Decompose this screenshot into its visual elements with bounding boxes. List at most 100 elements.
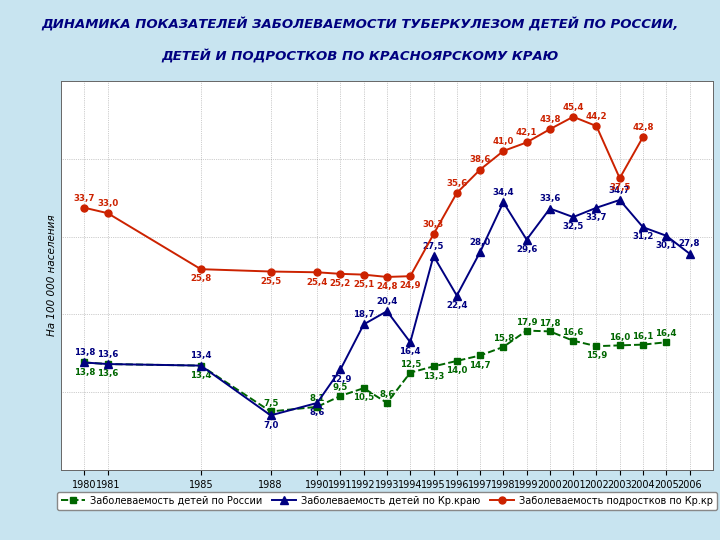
- Text: 24,8: 24,8: [377, 282, 397, 291]
- Заболеваемость детей по Кр.краю: [336, 366, 345, 373]
- Text: ДИНАМИКА ПОКАЗАТЕЛЕЙ ЗАБОЛЕВАЕМОСТИ ТУБЕРКУЛЕЗОМ ДЕТЕЙ ПО РОССИИ,: ДИНАМИКА ПОКАЗАТЕЛЕЙ ЗАБОЛЕВАЕМОСТИ ТУБЕ…: [41, 16, 679, 30]
- Заболеваемость детей по России: [104, 361, 112, 367]
- Заболеваемость детей по России: [452, 357, 461, 364]
- Заболеваемость детей по России: [197, 362, 205, 369]
- Text: 27,5: 27,5: [423, 242, 444, 251]
- Text: 8,1: 8,1: [310, 394, 325, 403]
- Text: 41,0: 41,0: [492, 137, 514, 146]
- Text: 42,8: 42,8: [632, 123, 654, 132]
- Text: 30,3: 30,3: [423, 220, 444, 229]
- Line: Заболеваемость подростков по Кр.кр: Заболеваемость подростков по Кр.кр: [81, 113, 647, 280]
- Text: 25,1: 25,1: [353, 280, 374, 289]
- Заболеваемость детей по России: [382, 400, 391, 406]
- Text: 16,6: 16,6: [562, 328, 584, 337]
- Text: 9,5: 9,5: [333, 383, 348, 392]
- Заболеваемость детей по России: [592, 343, 600, 349]
- Text: 12,5: 12,5: [400, 360, 421, 369]
- Заболеваемость подростков по Кр.кр: [546, 126, 554, 132]
- Text: 25,2: 25,2: [330, 279, 351, 288]
- Text: 28,0: 28,0: [469, 238, 491, 247]
- Text: 22,4: 22,4: [446, 301, 467, 310]
- Text: 17,9: 17,9: [516, 318, 537, 327]
- Text: 17,8: 17,8: [539, 319, 561, 328]
- Text: 13,8: 13,8: [73, 368, 95, 377]
- Text: 37,5: 37,5: [609, 184, 631, 192]
- Заболеваемость подростков по Кр.кр: [197, 266, 205, 272]
- Заболеваемость подростков по Кр.кр: [429, 231, 438, 238]
- Заболеваемость подростков по Кр.кр: [639, 134, 647, 140]
- Text: 16,4: 16,4: [655, 329, 677, 339]
- Text: 13,4: 13,4: [190, 352, 212, 360]
- Заболеваемость детей по России: [476, 352, 485, 359]
- Заболеваемость подростков по Кр.кр: [104, 210, 112, 217]
- Заболеваемость подростков по Кр.кр: [313, 269, 322, 275]
- Text: 38,6: 38,6: [469, 156, 491, 164]
- Text: 34,7: 34,7: [609, 186, 631, 195]
- Text: 44,2: 44,2: [585, 112, 607, 121]
- Заболеваемость детей по России: [80, 359, 89, 366]
- Заболеваемость детей по России: [639, 341, 647, 348]
- Заболеваемость подростков по Кр.кр: [616, 175, 624, 181]
- Text: ДЕТЕЙ И ПОДРОСТКОВ ПО КРАСНОЯРСКОМУ КРАЮ: ДЕТЕЙ И ПОДРОСТКОВ ПО КРАСНОЯРСКОМУ КРАЮ: [161, 49, 559, 63]
- Text: 7,5: 7,5: [263, 399, 279, 408]
- Text: 43,8: 43,8: [539, 115, 561, 124]
- Заболеваемость подростков по Кр.кр: [499, 148, 508, 154]
- Заболеваемость детей по России: [546, 328, 554, 335]
- Text: 8,6: 8,6: [379, 390, 395, 399]
- Заболеваемость детей по России: [429, 363, 438, 369]
- Заболеваемость подростков по Кр.кр: [476, 166, 485, 173]
- Text: 45,4: 45,4: [562, 103, 584, 112]
- Заболеваемость подростков по Кр.кр: [522, 139, 531, 146]
- Заболеваемость детей по России: [266, 408, 275, 415]
- Заболеваемость подростков по Кр.кр: [80, 205, 89, 211]
- Text: 18,7: 18,7: [353, 310, 374, 319]
- Text: 16,1: 16,1: [632, 332, 654, 341]
- Text: 25,5: 25,5: [260, 276, 282, 286]
- Text: 12,9: 12,9: [330, 375, 351, 384]
- Заболеваемость детей по России: [406, 369, 415, 376]
- Text: 34,4: 34,4: [492, 188, 514, 197]
- Legend: Заболеваемость детей по России, Заболеваемость детей по Кр.краю, Заболеваемость : Заболеваемость детей по России, Заболева…: [57, 492, 717, 510]
- Text: 13,6: 13,6: [97, 350, 118, 359]
- Заболеваемость детей по Кр.краю: [359, 321, 368, 328]
- Text: 30,1: 30,1: [656, 241, 677, 250]
- Line: Заболеваемость детей по Кр.краю: Заболеваемость детей по Кр.краю: [81, 196, 693, 420]
- Text: 25,8: 25,8: [190, 274, 212, 284]
- Заболеваемость детей по Кр.краю: [546, 205, 554, 212]
- Заболеваемость детей по России: [499, 343, 508, 350]
- Заболеваемость детей по Кр.краю: [639, 224, 647, 231]
- Text: 32,5: 32,5: [562, 222, 584, 231]
- Заболеваемость подростков по Кр.кр: [266, 268, 275, 275]
- Text: 27,8: 27,8: [679, 239, 701, 248]
- Заболеваемость детей по Кр.краю: [104, 361, 112, 367]
- Заболеваемость подростков по Кр.кр: [382, 274, 391, 280]
- Text: 10,5: 10,5: [354, 393, 374, 402]
- Заболеваемость детей по Кр.краю: [452, 292, 461, 299]
- Text: 16,4: 16,4: [400, 348, 421, 356]
- Text: 13,8: 13,8: [73, 348, 95, 357]
- Text: 33,6: 33,6: [539, 194, 561, 203]
- Text: 33,7: 33,7: [73, 193, 95, 202]
- Заболеваемость детей по Кр.краю: [406, 339, 415, 346]
- Text: 25,4: 25,4: [307, 278, 328, 287]
- Заболеваемость детей по России: [359, 385, 368, 392]
- Text: 29,6: 29,6: [516, 245, 537, 254]
- Text: 13,6: 13,6: [97, 369, 118, 378]
- Text: 13,4: 13,4: [190, 371, 212, 380]
- Text: 14,0: 14,0: [446, 366, 467, 375]
- Заболеваемость детей по России: [313, 403, 322, 410]
- Заболеваемость детей по Кр.краю: [197, 362, 205, 369]
- Заболеваемость подростков по Кр.кр: [592, 123, 600, 130]
- Заболеваемость детей по Кр.краю: [685, 251, 694, 257]
- Text: 14,7: 14,7: [469, 361, 491, 370]
- Заболеваемость детей по Кр.краю: [476, 249, 485, 255]
- Заболеваемость детей по России: [616, 342, 624, 349]
- Заболеваемость детей по Кр.краю: [522, 237, 531, 243]
- Line: Заболеваемость детей по России: Заболеваемость детей по России: [81, 327, 670, 415]
- Text: 42,1: 42,1: [516, 128, 537, 137]
- Заболеваемость детей по Кр.краю: [499, 199, 508, 206]
- Text: 8,6: 8,6: [310, 408, 325, 417]
- Text: 15,8: 15,8: [492, 334, 514, 343]
- Заболеваемость детей по России: [336, 393, 345, 399]
- Text: 15,9: 15,9: [586, 352, 607, 360]
